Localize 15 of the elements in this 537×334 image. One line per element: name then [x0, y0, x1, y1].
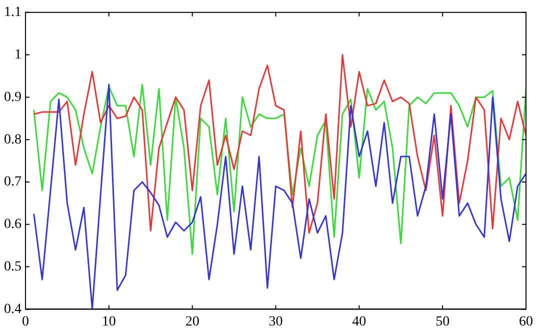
y-tick-label: 0.5: [4, 259, 22, 274]
x-tick-label: 10: [102, 314, 116, 330]
x-tick-label: 50: [436, 314, 450, 330]
y-tick-label: 0.9: [4, 90, 22, 105]
y-tick-label: 0.4: [4, 302, 22, 317]
x-tick-label: 60: [519, 314, 533, 330]
y-tick-label: 0.6: [4, 217, 22, 232]
x-tick-label: 40: [352, 314, 366, 330]
x-tick-label: 0: [22, 314, 29, 330]
y-tick-label: 1.1: [4, 5, 22, 20]
y-tick-label: 0.7: [4, 174, 22, 190]
y-tick-label: 0.8: [4, 132, 22, 148]
x-tick-label: 30: [268, 314, 283, 330]
y-tick-label: 1: [14, 47, 22, 62]
x-tick-label: 20: [185, 314, 200, 330]
